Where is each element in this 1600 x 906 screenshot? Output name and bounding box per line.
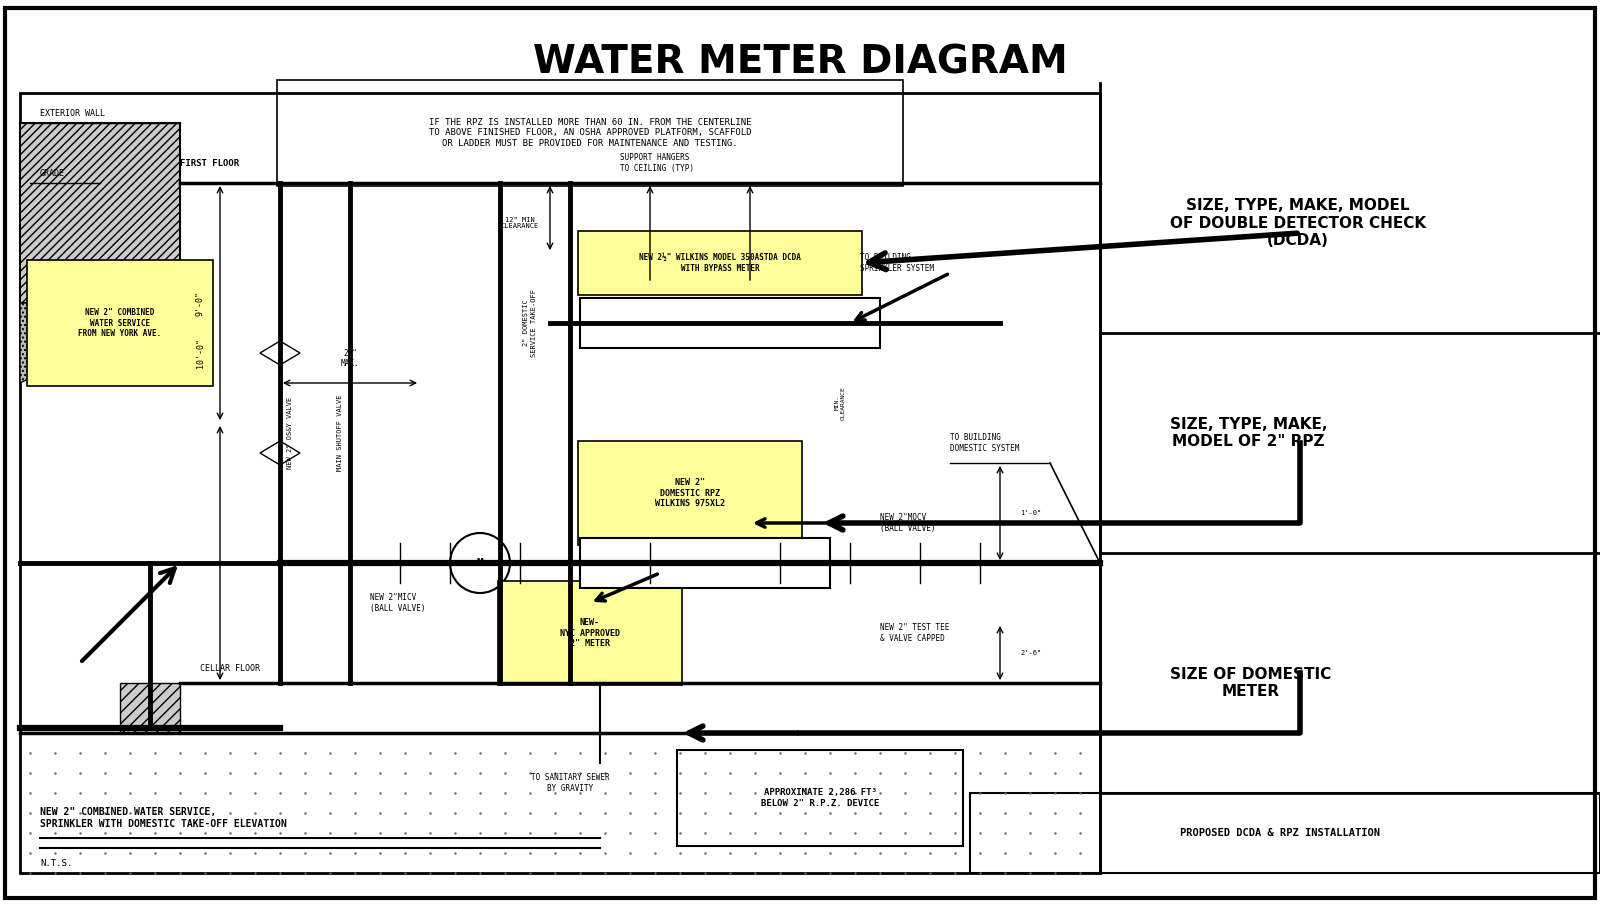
Text: NEW 2"MOCV
(BALL VALVE): NEW 2"MOCV (BALL VALVE) (880, 514, 936, 533)
Text: 24"
MAX.: 24" MAX. (341, 349, 360, 368)
Text: M: M (477, 558, 483, 568)
Text: NEW 2" COMBINED
WATER SERVICE
FROM NEW YORK AVE.: NEW 2" COMBINED WATER SERVICE FROM NEW Y… (78, 308, 162, 338)
Text: 2" DOMESTIC
SERVICE TAKE-OFF: 2" DOMESTIC SERVICE TAKE-OFF (523, 289, 536, 357)
Text: GRADE: GRADE (40, 169, 66, 178)
Text: TO BUILDING
DOMESTIC SYSTEM: TO BUILDING DOMESTIC SYSTEM (950, 433, 1019, 453)
Text: 9'-0": 9'-0" (195, 291, 205, 315)
Text: SIZE OF DOMESTIC
METER: SIZE OF DOMESTIC METER (1170, 667, 1331, 699)
Bar (120, 683, 179, 733)
Text: NEW 2"MICV
(BALL VALVE): NEW 2"MICV (BALL VALVE) (370, 593, 426, 612)
Text: MAIN SHUTOFF VALVE: MAIN SHUTOFF VALVE (338, 395, 342, 471)
Text: NEW 2" TEST TEE
& VALVE CAPPED: NEW 2" TEST TEE & VALVE CAPPED (880, 623, 949, 642)
Text: 12" MIN
CLEARANCE: 12" MIN CLEARANCE (501, 217, 539, 229)
Text: N.T.S.: N.T.S. (40, 859, 72, 868)
Text: NEW 2" COMBINED WATER SERVICE,
SPRINKLER WITH DOMESTIC TAKE-OFF ELEVATION: NEW 2" COMBINED WATER SERVICE, SPRINKLER… (40, 807, 286, 829)
Bar (970, 793, 1600, 873)
Bar (579, 538, 830, 588)
Text: PROPOSED DCDA & RPZ INSTALLATION: PROPOSED DCDA & RPZ INSTALLATION (1181, 828, 1379, 838)
Text: CELLAR FLOOR: CELLAR FLOOR (200, 664, 259, 673)
Text: 1'-0": 1'-0" (1021, 510, 1042, 516)
Bar (579, 298, 880, 348)
Polygon shape (19, 303, 179, 383)
FancyBboxPatch shape (498, 581, 682, 685)
Bar (19, 93, 1101, 873)
Text: NEW 2"
DOMESTIC RPZ
WILKINS 975XL2: NEW 2" DOMESTIC RPZ WILKINS 975XL2 (654, 478, 725, 508)
Text: SIZE, TYPE, MAKE,
MODEL OF 2" RPZ: SIZE, TYPE, MAKE, MODEL OF 2" RPZ (1170, 417, 1328, 449)
FancyBboxPatch shape (27, 260, 213, 386)
Polygon shape (259, 441, 301, 465)
FancyBboxPatch shape (578, 441, 802, 545)
Text: 10'-0": 10'-0" (195, 338, 205, 368)
Text: FIRST FLOOR: FIRST FLOOR (179, 159, 238, 168)
FancyBboxPatch shape (578, 231, 862, 295)
Text: SIZE, TYPE, MAKE, MODEL
OF DOUBLE DETECTOR CHECK
(DCDA): SIZE, TYPE, MAKE, MODEL OF DOUBLE DETECT… (1170, 198, 1426, 248)
Text: 2'-6": 2'-6" (1021, 650, 1042, 656)
Text: SUPPORT HANGERS
TO CEILING (TYP): SUPPORT HANGERS TO CEILING (TYP) (621, 153, 694, 173)
Text: EXTERIOR WALL: EXTERIOR WALL (40, 109, 106, 118)
Text: TO SANITARY SEWER
BY GRAVITY: TO SANITARY SEWER BY GRAVITY (531, 774, 610, 793)
Text: WATER METER DIAGRAM: WATER METER DIAGRAM (533, 44, 1067, 82)
Bar (19, 123, 179, 303)
Text: APPROXIMATE 2,286 FT³
BELOW 2" R.P.Z. DEVICE: APPROXIMATE 2,286 FT³ BELOW 2" R.P.Z. DE… (762, 788, 878, 808)
Text: MIN.
CLEARANCE: MIN. CLEARANCE (835, 386, 845, 419)
Text: TO BUILDING
SPRINKLER SYSTEM: TO BUILDING SPRINKLER SYSTEM (861, 254, 934, 273)
Text: NEW 2½" WILKINS MODEL 350ASTDA DCDA
WITH BYPASS METER: NEW 2½" WILKINS MODEL 350ASTDA DCDA WITH… (638, 254, 802, 273)
Polygon shape (259, 341, 301, 365)
Text: NEW 2" OS&Y VALVE: NEW 2" OS&Y VALVE (286, 397, 293, 469)
Circle shape (450, 533, 510, 593)
Text: IF THE RPZ IS INSTALLED MORE THAN 60 IN. FROM THE CENTERLINE
TO ABOVE FINISHED F: IF THE RPZ IS INSTALLED MORE THAN 60 IN.… (429, 118, 752, 148)
Text: NEW-
NYC APPROVED
2" METER: NEW- NYC APPROVED 2" METER (560, 618, 621, 648)
